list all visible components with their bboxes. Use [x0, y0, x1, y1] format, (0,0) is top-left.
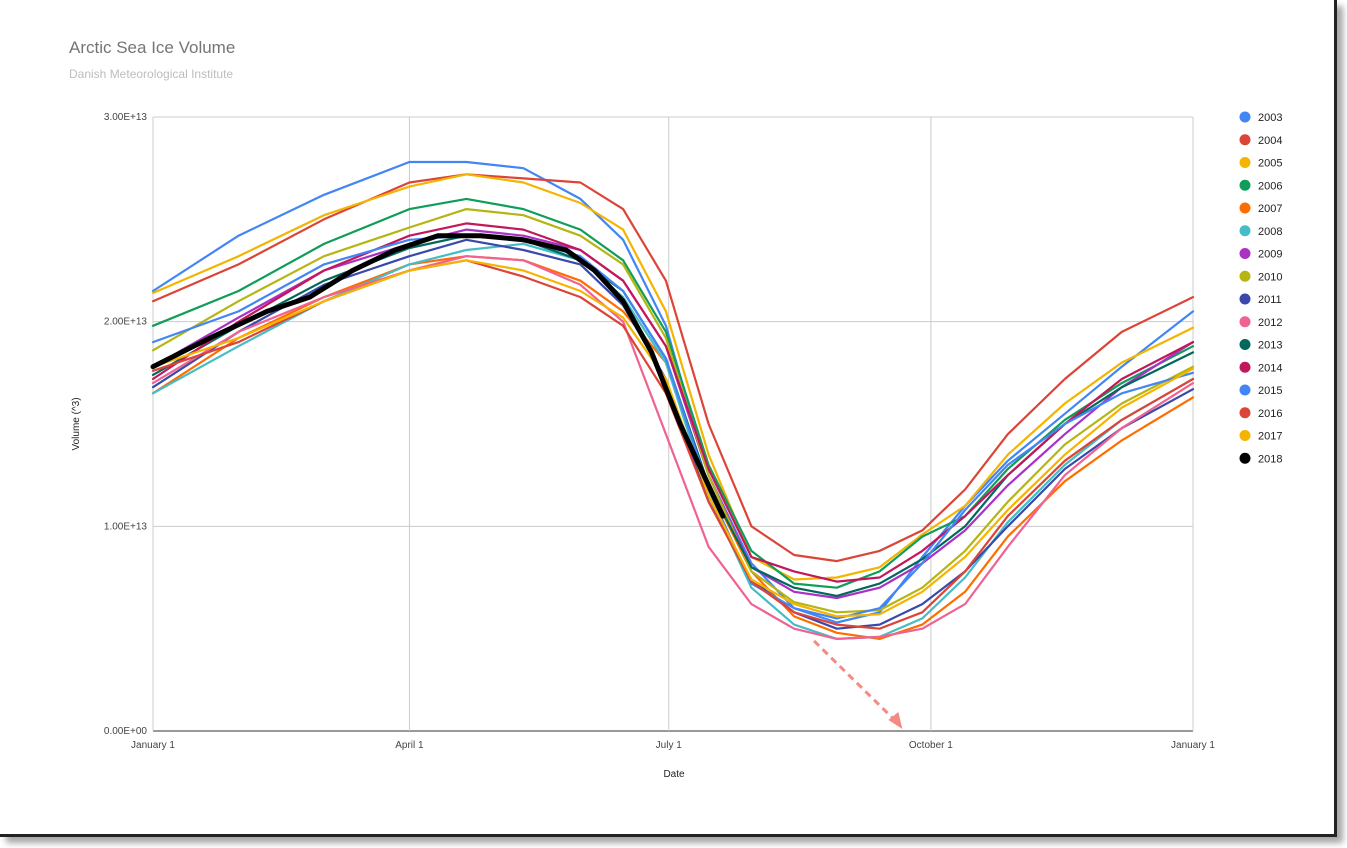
legend-swatch-2007 — [1239, 202, 1251, 214]
x-tick-label: October 1 — [909, 740, 953, 751]
legend-swatch-2009 — [1239, 248, 1251, 259]
legend-label-2016: 2016 — [1258, 408, 1282, 420]
legend-swatch-2016 — [1239, 407, 1251, 419]
legend-swatch-2008 — [1239, 225, 1251, 237]
arrow-head — [888, 711, 903, 729]
legend-label-2013: 2013 — [1258, 340, 1282, 352]
series-line-2018 — [150, 233, 726, 519]
arrow-shaft — [812, 639, 901, 726]
legend-swatch-2017 — [1239, 430, 1251, 441]
legend-swatch-2010 — [1239, 270, 1251, 282]
legend-label-2017: 2017 — [1258, 431, 1282, 443]
legend-swatch-2014 — [1239, 361, 1251, 373]
legend-swatch-2003 — [1239, 111, 1251, 123]
x-tick-label: July 1 — [656, 740, 683, 751]
series-line-2014 — [151, 222, 1195, 583]
legend-label-2014: 2014 — [1258, 362, 1282, 374]
legend-label-2015: 2015 — [1258, 385, 1282, 397]
legend-swatch-2015 — [1239, 384, 1251, 396]
y-tick-label: 1.00E+13 — [104, 521, 148, 532]
series-lines — [150, 160, 1195, 640]
series-line-2006 — [151, 197, 1195, 589]
gridlines — [152, 116, 1194, 732]
legend-swatch-2005 — [1239, 157, 1251, 168]
legend: 2003 2004 2005 2006 2007 2008 2009 2010 2011 2012… — [1239, 111, 1282, 465]
x-axis-ticks: January 1 April 1 July 1 October 1 January 1 — [131, 740, 1215, 751]
y-tick-label: 3.00E+13 — [104, 112, 148, 123]
series-line-2017 — [151, 259, 1195, 618]
legend-label-2009: 2009 — [1258, 249, 1282, 261]
legend-label-2012: 2012 — [1258, 317, 1282, 329]
y-tick-label: 2.00E+13 — [104, 317, 148, 328]
chart-title: Arctic Sea Ice Volume — [69, 38, 236, 57]
y-axis-ticks: 0.00E+00 1.00E+13 2.00E+13 3.00E+13 — [104, 112, 148, 737]
series-line-2004 — [151, 173, 1195, 563]
x-axis-title: Date — [663, 769, 685, 780]
legend-label-2018: 2018 — [1258, 453, 1282, 465]
legend-label-2008: 2008 — [1258, 226, 1282, 238]
legend-label-2011: 2011 — [1258, 294, 1282, 306]
x-tick-label: January 1 — [131, 740, 175, 751]
legend-swatch-2011 — [1239, 293, 1251, 305]
series-line-2013 — [151, 234, 1195, 597]
legend-label-2010: 2010 — [1258, 271, 1282, 283]
legend-label-2005: 2005 — [1258, 158, 1282, 170]
legend-label-2004: 2004 — [1258, 135, 1282, 147]
x-tick-label: January 1 — [1171, 740, 1215, 751]
series-line-2003 — [151, 160, 1195, 624]
annotation-arrow — [812, 639, 903, 729]
legend-label-2003: 2003 — [1258, 112, 1282, 124]
legend-swatch-2004 — [1239, 134, 1251, 146]
y-axis-title: Volume (^3) — [71, 397, 82, 450]
series-line-2010 — [151, 208, 1195, 614]
chart-subtitle: Danish Meteorological Institute — [69, 67, 234, 81]
legend-swatch-2013 — [1239, 339, 1251, 350]
y-tick-label: 0.00E+00 — [104, 726, 148, 737]
legend-label-2006: 2006 — [1258, 180, 1282, 192]
legend-swatch-2006 — [1239, 179, 1251, 191]
x-tick-label: April 1 — [395, 740, 424, 751]
legend-swatch-2018 — [1239, 452, 1251, 464]
legend-swatch-2012 — [1239, 316, 1251, 328]
legend-label-2007: 2007 — [1258, 203, 1282, 215]
